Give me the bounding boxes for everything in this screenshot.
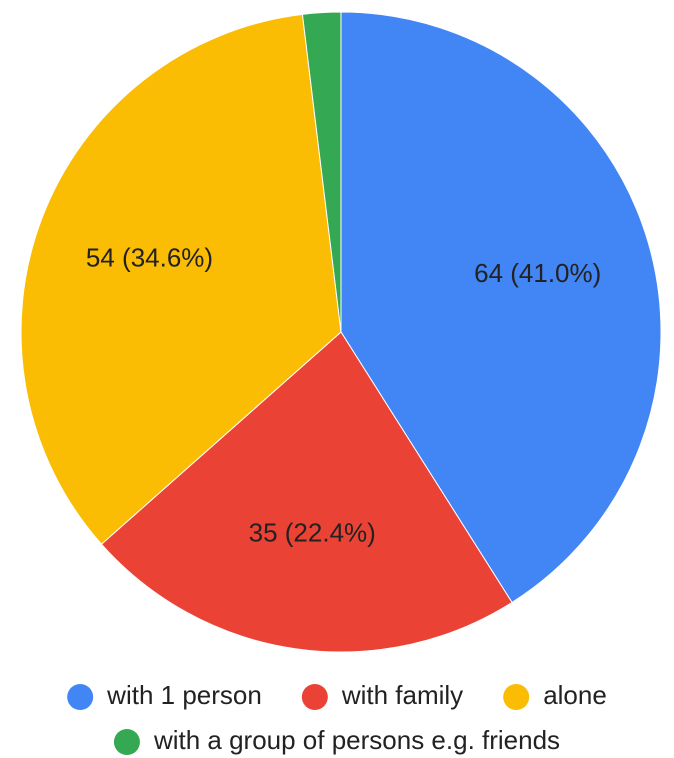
slice-label: 35 (22.4%) — [249, 518, 376, 548]
slice-label: 64 (41.0%) — [474, 258, 601, 288]
legend-swatch — [301, 684, 328, 710]
legend-label: alone — [543, 680, 607, 710]
pie-slice — [100, 331, 513, 653]
legend-swatch — [113, 729, 140, 755]
legend-swatch — [503, 684, 530, 710]
legend-swatch — [67, 684, 94, 710]
legend-label: with 1 person — [106, 680, 262, 710]
pie-slice — [20, 13, 342, 545]
legend-label: with family — [341, 680, 463, 710]
pie-slice — [301, 11, 342, 333]
legend-label: with a group of persons e.g. friends — [153, 725, 560, 755]
slice-label: 54 (34.6%) — [86, 242, 213, 272]
pie-slice — [340, 11, 662, 604]
